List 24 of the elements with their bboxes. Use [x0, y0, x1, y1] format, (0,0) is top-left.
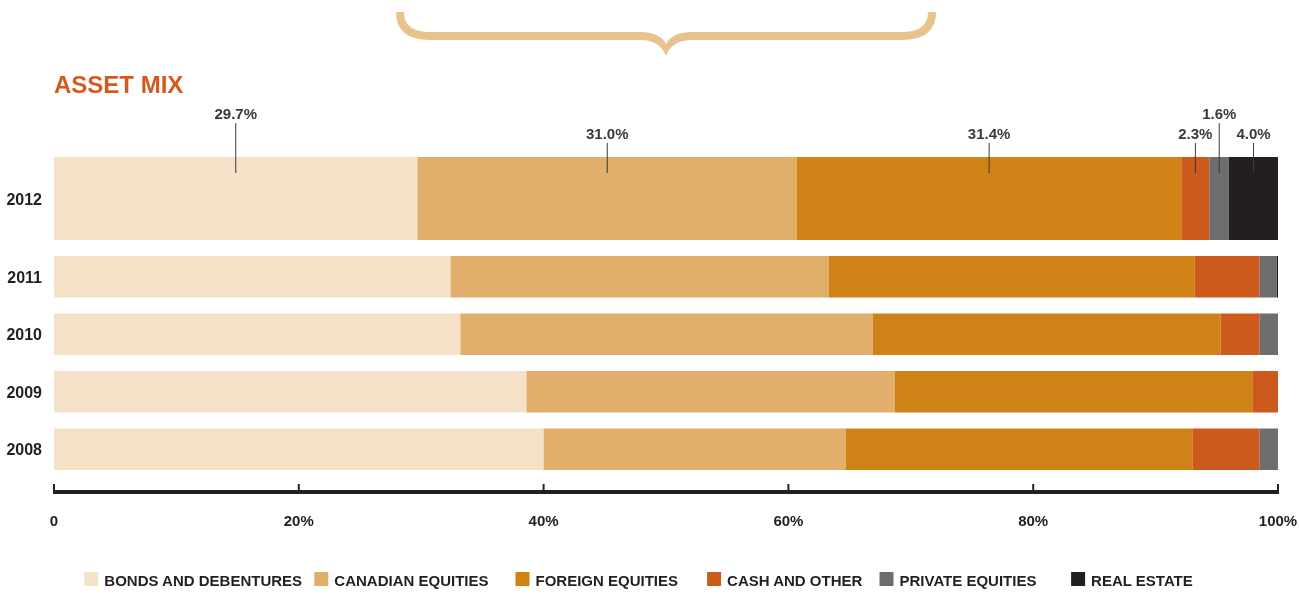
data-label: 4.0% [1236, 125, 1271, 142]
y-tick-label: 2010 [6, 326, 43, 344]
x-tick-label: 80% [1018, 512, 1049, 529]
data-label: 31.0% [585, 125, 629, 142]
data-label: 2.3% [1178, 125, 1213, 142]
y-tick-label: 2011 [7, 268, 43, 286]
x-tick-label: 40% [528, 512, 559, 529]
data-label: 31.4% [967, 125, 1011, 142]
x-tick-label: 0 [49, 512, 59, 529]
x-tick-label: 20% [283, 512, 314, 529]
data-label: 29.7% [214, 105, 258, 122]
legend-label: CASH AND OTHER [727, 572, 863, 589]
data-label: 1.6% [1202, 105, 1237, 122]
legend-label: FOREIGN EQUITIES [535, 572, 679, 589]
legend-label: CANADIAN EQUITIES [334, 572, 489, 589]
y-tick-label: 2012 [6, 190, 43, 208]
x-tick-label: 60% [773, 512, 804, 529]
x-tick-label: 100% [1258, 512, 1298, 529]
legend-label: PRIVATE EQUITIES [899, 572, 1037, 589]
legend-label: BONDS AND DEBENTURES [104, 572, 303, 589]
chart-title: ASSET MIX [54, 71, 184, 98]
legend-label: REAL ESTATE [1091, 572, 1193, 589]
y-tick-label: 2008 [6, 441, 43, 459]
y-tick-label: 2009 [6, 383, 43, 401]
